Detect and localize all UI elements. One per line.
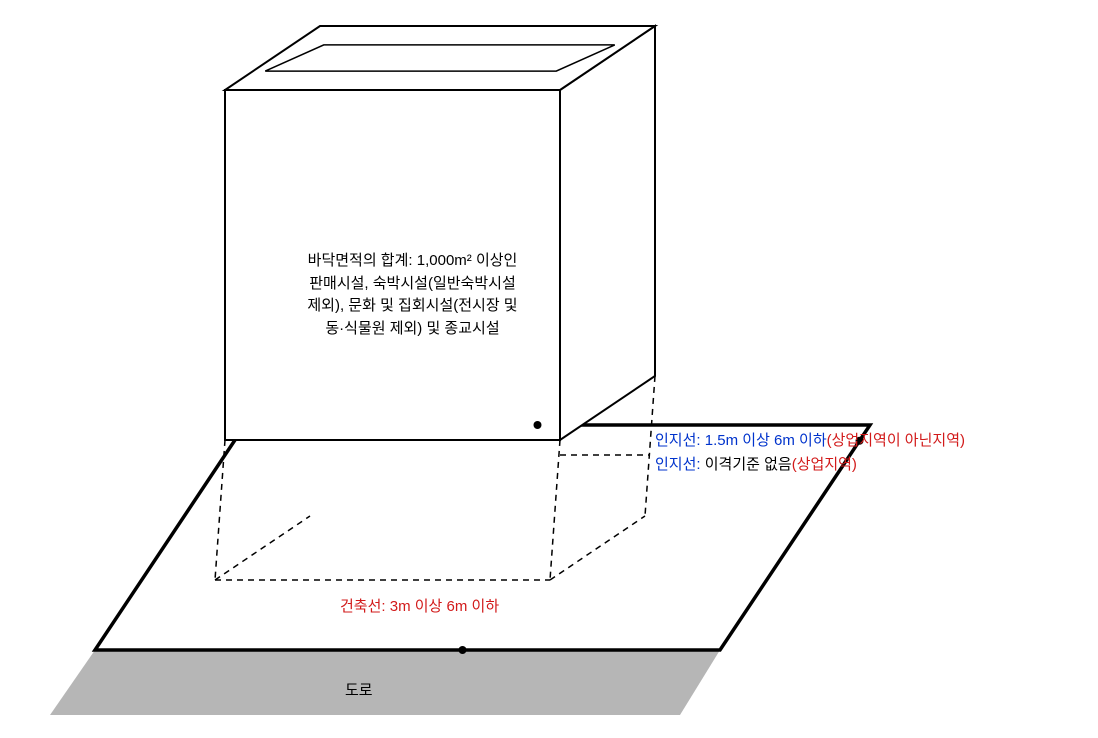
building-description-line: 동·식물원 제외) 및 종교시설 xyxy=(325,320,499,337)
annotation-prefix: 인지선: xyxy=(655,456,705,473)
building-description-line: 판매시설, 숙박시설(일반숙박시설 xyxy=(309,275,516,292)
building-description: 바닥면적의 합계: 1,000m² 이상인판매시설, 숙박시설(일반숙박시설제외… xyxy=(260,250,565,340)
footprint-edge xyxy=(215,516,310,580)
footprint-edge xyxy=(550,440,560,580)
road-label: 도로 xyxy=(345,680,373,703)
footprint-edge xyxy=(645,376,655,516)
annotation-suffix: (상업지역이 아닌지역) xyxy=(827,432,965,449)
annotation-prefix: 인지선: xyxy=(655,432,705,449)
boundary-marker-icon xyxy=(459,646,467,654)
annotation-body: 이격기준 없음 xyxy=(705,456,792,473)
building-description-line: 바닥면적의 합계: 1,000m² 이상인 xyxy=(308,252,518,269)
building-line-annotation: 건축선: 3m 이상 6m 이하 xyxy=(340,596,499,619)
annotation-body: 1.5m 이상 6m 이하 xyxy=(705,432,827,449)
annotation-suffix: (상업지역) xyxy=(792,456,857,473)
setback-annotation-commercial: 인지선: 이격기준 없음(상업지역) xyxy=(655,454,857,477)
footprint-edge xyxy=(550,516,645,580)
diagram-scene xyxy=(0,0,1098,738)
building-description-line: 제외), 문화 및 집회시설(전시장 및 xyxy=(307,297,517,314)
boundary-marker-icon xyxy=(534,421,542,429)
building-side-face xyxy=(560,26,655,440)
road-shape xyxy=(50,650,720,715)
setback-annotation-noncommercial: 인지선: 1.5m 이상 6m 이하(상업지역이 아닌지역) xyxy=(655,430,965,453)
